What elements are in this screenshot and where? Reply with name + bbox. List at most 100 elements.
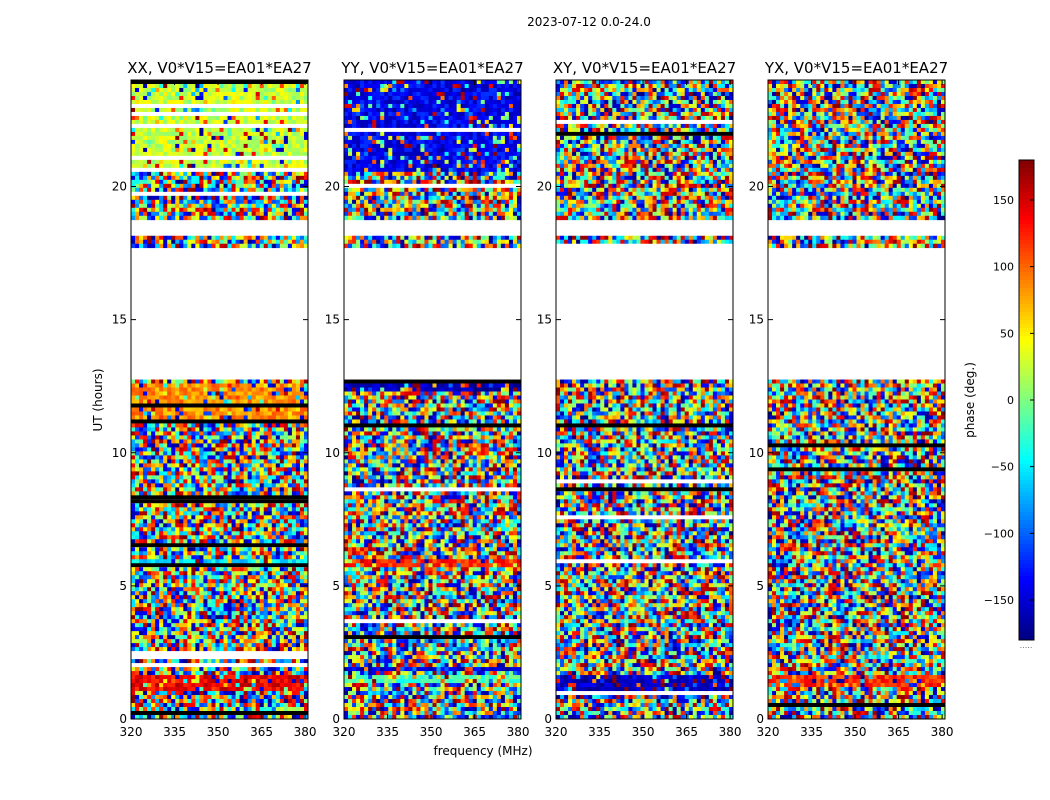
heatmap-cell — [187, 163, 192, 169]
heatmap-cell — [203, 527, 208, 532]
heatmap-cell — [187, 715, 192, 720]
heatmap-cell — [247, 143, 253, 149]
heatmap-cell — [396, 87, 401, 93]
heatmap-cell — [243, 415, 249, 420]
heatmap-cell — [195, 551, 200, 556]
heatmap-cell — [143, 387, 148, 392]
heatmap-cell — [508, 87, 514, 93]
heatmap-cell — [151, 423, 156, 428]
heatmap-cell — [167, 691, 172, 696]
heatmap-cell — [175, 467, 180, 472]
heatmap-cell — [279, 475, 285, 480]
heatmap-cell — [303, 243, 309, 249]
heatmap-cell — [167, 611, 172, 616]
heatmap-cell — [179, 667, 184, 672]
heatmap-cell — [215, 451, 220, 456]
heatmap-cell — [131, 243, 136, 249]
heatmap-cell — [179, 383, 184, 388]
heatmap-cell — [251, 119, 257, 125]
heatmap-cell — [223, 479, 228, 484]
heatmap-cell — [299, 531, 305, 536]
heatmap-cell — [283, 527, 289, 532]
heatmap-cell — [167, 99, 172, 105]
heatmap-cell — [211, 635, 216, 640]
heatmap-cell — [259, 91, 265, 97]
heatmap-cell — [263, 687, 269, 692]
heatmap-cell — [183, 127, 188, 133]
heatmap-cell — [344, 95, 349, 101]
heatmap-cell — [231, 583, 236, 588]
heatmap-cell — [247, 547, 253, 552]
heatmap-cell — [179, 607, 184, 612]
heatmap-cell — [135, 567, 140, 572]
heatmap-cell — [195, 391, 200, 396]
heatmap-cell — [267, 643, 273, 648]
heatmap-cell — [139, 623, 144, 628]
heatmap-cell — [135, 579, 140, 584]
heatmap-cell — [139, 559, 144, 564]
heatmap-cell — [143, 531, 148, 536]
heatmap-cell — [299, 483, 305, 488]
heatmap-cell — [263, 599, 269, 604]
heatmap-cell — [283, 443, 289, 448]
heatmap-cell — [303, 427, 309, 432]
heatmap-cell — [348, 91, 353, 97]
heatmap-cell — [235, 567, 240, 572]
heatmap-cell — [287, 407, 293, 412]
heatmap-cell — [251, 491, 257, 496]
heatmap-cell — [139, 203, 144, 209]
heatmap-cell — [251, 151, 257, 157]
heatmap-cell — [243, 715, 249, 720]
heatmap-cell — [203, 575, 208, 580]
heatmap-cell — [231, 695, 236, 700]
heatmap-cell — [243, 611, 249, 616]
heatmap-cell — [271, 451, 277, 456]
heatmap-cell — [295, 463, 301, 468]
heatmap-cell — [279, 555, 285, 560]
heatmap-cell — [295, 147, 301, 153]
heatmap-cell — [199, 395, 204, 400]
heatmap-cell — [223, 383, 228, 388]
heatmap-cell — [287, 203, 293, 209]
heatmap-cell — [283, 515, 289, 520]
heatmap-cell — [207, 431, 212, 436]
heatmap-cell — [191, 643, 196, 648]
heatmap-cell — [135, 467, 140, 472]
heatmap-cell — [143, 619, 148, 624]
heatmap-cell — [131, 391, 136, 396]
heatmap-cell — [175, 83, 180, 89]
heatmap-cell — [143, 127, 148, 133]
heatmap-cell — [271, 595, 277, 600]
heatmap-cell — [199, 551, 204, 556]
heatmap-cell — [175, 411, 180, 416]
heatmap-cell — [143, 571, 148, 576]
heatmap-cell — [155, 623, 160, 628]
heatmap-cell — [287, 127, 293, 133]
heatmap-cell — [159, 631, 164, 636]
heatmap-cell — [211, 523, 216, 528]
heatmap-cell — [163, 703, 168, 708]
heatmap-cell — [175, 379, 180, 384]
heatmap-cell — [151, 667, 156, 672]
heatmap-cell — [500, 87, 506, 93]
heatmap-cell — [179, 387, 184, 392]
heatmap-cell — [167, 483, 172, 488]
heatmap-cell — [259, 115, 265, 121]
flag-row — [131, 403, 308, 408]
heatmap-cell — [171, 399, 176, 404]
heatmap-cell — [259, 203, 265, 209]
heatmap-cell — [295, 119, 301, 125]
heatmap-cell — [263, 91, 269, 97]
heatmap-cell — [131, 643, 136, 648]
heatmap-cell — [215, 183, 220, 189]
heatmap-cell — [291, 579, 297, 584]
heatmap-cell — [263, 679, 269, 684]
heatmap-cell — [267, 407, 273, 412]
heatmap-cell — [295, 691, 301, 696]
heatmap-cell — [279, 471, 285, 476]
heatmap-cell — [175, 435, 180, 440]
heatmap-cell — [259, 139, 265, 145]
heatmap-cell — [295, 467, 301, 472]
heatmap-cell — [267, 135, 273, 141]
heatmap-cell — [267, 627, 273, 632]
